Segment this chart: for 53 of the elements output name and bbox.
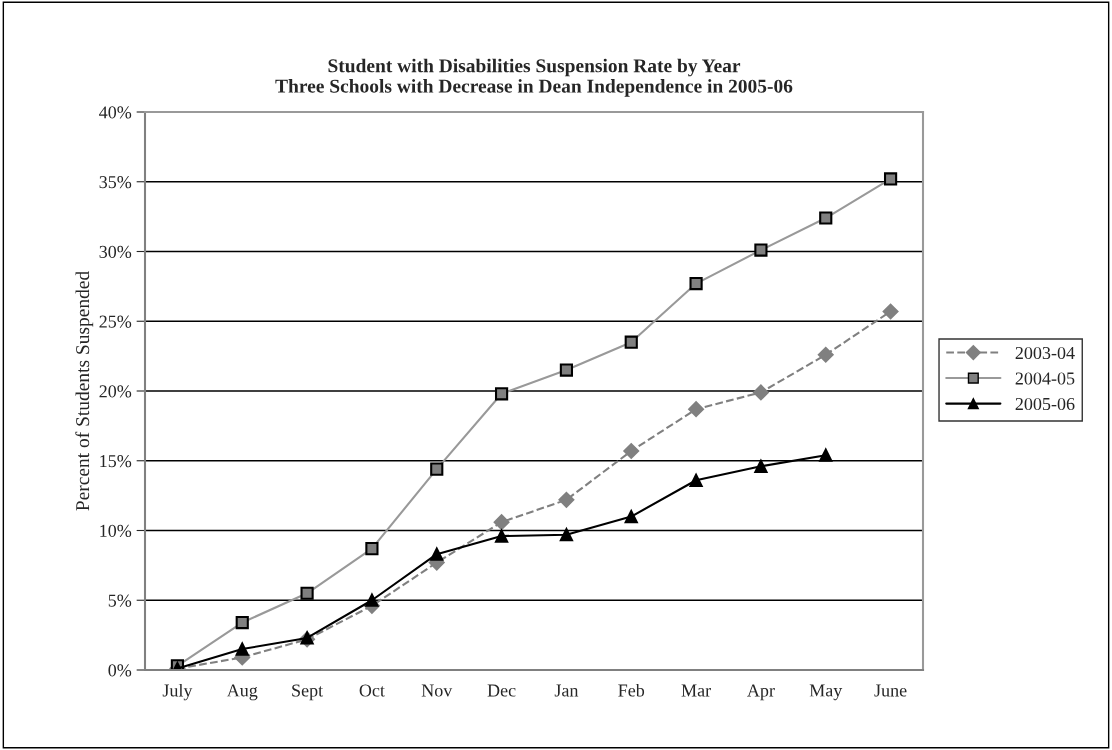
point <box>623 443 640 459</box>
point <box>365 542 379 556</box>
x-tick-label: Feb <box>618 683 645 697</box>
y-tick-label: 0% <box>108 664 132 677</box>
point <box>235 615 249 630</box>
x-tick-label: Nov <box>421 684 453 697</box>
x-tick-label: Sept <box>292 684 324 701</box>
point <box>819 448 833 462</box>
point <box>430 462 444 476</box>
y-tick-label: 30% <box>99 245 132 258</box>
y-tick-label: 20% <box>99 385 132 398</box>
point <box>558 491 575 508</box>
point <box>753 384 769 401</box>
point <box>689 276 703 291</box>
x-tick-label: July <box>162 683 193 701</box>
x-tick-label: Dec <box>487 684 516 697</box>
x-tick-label: June <box>874 684 907 697</box>
point <box>494 387 509 401</box>
point <box>624 335 638 349</box>
point <box>365 593 379 607</box>
chart-title: Student with Disabilities Suspension Rate by Year Three Schools with Decrease in Dean Independence in 2005-06 <box>275 58 793 97</box>
point <box>300 586 314 600</box>
point <box>688 401 704 418</box>
point <box>624 509 638 524</box>
y-tick-label: 5% <box>108 594 132 607</box>
y-tick-label: 15% <box>100 455 132 468</box>
point <box>494 529 509 543</box>
point <box>430 547 444 561</box>
y-tick-label: 25% <box>99 315 132 328</box>
point <box>559 528 574 542</box>
x-tick-label: Jan <box>554 684 579 697</box>
point <box>882 303 899 320</box>
y-axis-title: Percent of Students Suspended <box>75 271 94 511</box>
point <box>559 363 574 377</box>
y-tick-label: 10% <box>100 524 132 537</box>
x-tick-label: Oct <box>359 684 385 697</box>
x-tick-label: Aug <box>226 684 258 701</box>
x-tick-label: Mar <box>681 684 711 697</box>
point <box>493 514 510 531</box>
point <box>817 346 834 363</box>
point <box>883 172 898 186</box>
legend-label: 2004-05 <box>1015 372 1075 385</box>
point <box>754 243 768 257</box>
legend-label: 2005-06 <box>1015 397 1075 411</box>
point <box>689 473 703 487</box>
y-tick-label: 40% <box>99 106 132 119</box>
point <box>235 642 249 656</box>
legend-label: 2003-04 <box>1015 346 1075 360</box>
point <box>819 211 833 225</box>
point <box>754 459 768 473</box>
y-tick-label: 35% <box>99 176 132 189</box>
x-tick-label: May <box>809 684 843 701</box>
x-tick-label: Apr <box>747 684 775 701</box>
